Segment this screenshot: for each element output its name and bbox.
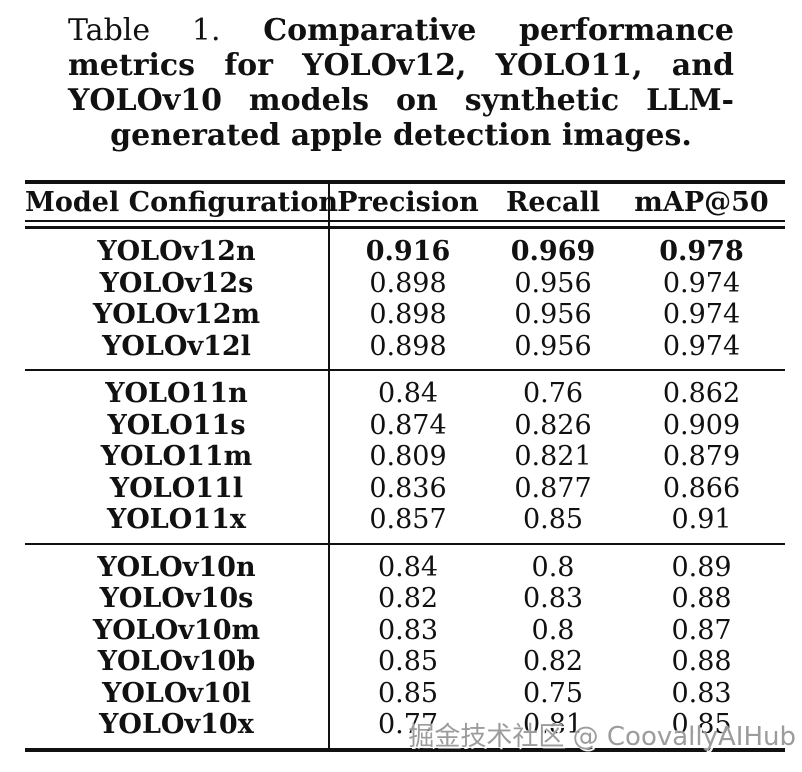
model-cell: YOLOv10s: [99, 583, 254, 615]
caption-line-2: metrics for YOLOv12, YOLO11, and: [68, 48, 734, 83]
recall-cell: 0.8: [531, 551, 575, 583]
table-section-yolo11: YOLO11n 0.84 0.76 0.862 YOLO11s 0.874 0.826 0.9…: [25, 371, 785, 543]
table-row: YOLOv10s 0.82 0.83 0.88: [25, 583, 785, 615]
caption-line-3: YOLOv10 models on synthetic LLM-: [68, 83, 734, 118]
model-cell: YOLO11n: [105, 378, 248, 410]
map50-cell: 0.85: [671, 709, 732, 741]
map50-cell: 0.974: [662, 330, 741, 362]
precision-cell: 0.916: [365, 236, 451, 268]
recall-cell: 0.956: [514, 267, 592, 299]
precision-cell: 0.84: [377, 551, 439, 583]
model-cell: YOLOv12m: [92, 299, 261, 331]
model-cell: YOLO11s: [107, 409, 246, 441]
table-row: YOLOv10n 0.84 0.8 0.89: [25, 552, 785, 584]
precision-cell: 0.85: [377, 646, 439, 678]
recall-cell: 0.956: [514, 330, 592, 362]
model-cell: YOLO11x: [107, 504, 246, 536]
table-section-yolov12: YOLOv12n 0.916 0.969 0.978 YOLOv12s 0.898 0.95…: [25, 229, 785, 369]
table-row: YOLOv10b 0.85 0.82 0.88: [25, 646, 785, 678]
precision-cell: 0.84: [377, 378, 439, 410]
recall-cell: 0.877: [514, 472, 592, 504]
recall-cell: 0.82: [522, 646, 584, 678]
map50-cell: 0.866: [662, 472, 741, 504]
model-cell: YOLOv12l: [102, 330, 251, 362]
model-cell: YOLOv10m: [92, 614, 261, 646]
recall-cell: 0.76: [522, 378, 584, 410]
table-row: YOLO11n 0.84 0.76 0.862: [25, 378, 785, 410]
recall-cell: 0.826: [514, 409, 592, 441]
recall-cell: 0.821: [514, 441, 592, 473]
model-cell: YOLOv10x: [99, 709, 254, 741]
table-row: YOLOv12n 0.916 0.969 0.978: [25, 236, 785, 268]
map50-cell: 0.974: [662, 267, 741, 299]
precision-cell: 0.898: [369, 267, 447, 299]
column-divider-line: [328, 184, 330, 748]
model-cell: YOLOv12s: [99, 267, 254, 299]
model-cell: YOLOv10n: [97, 551, 256, 583]
precision-cell: 0.898: [369, 330, 447, 362]
precision-cell: 0.77: [377, 709, 439, 741]
precision-cell: 0.85: [377, 677, 439, 709]
col-header-model-configuration: Model Configuration: [25, 186, 338, 218]
map50-cell: 0.88: [671, 646, 732, 678]
table-row: YOLOv12m 0.898 0.956 0.974: [25, 299, 785, 331]
precision-cell: 0.898: [369, 299, 447, 331]
map50-cell: 0.91: [671, 504, 732, 536]
precision-cell: 0.809: [369, 441, 447, 473]
map50-cell: 0.87: [671, 614, 732, 646]
map50-cell: 0.862: [662, 378, 741, 410]
precision-cell: 0.82: [377, 583, 439, 615]
table-body: YOLOv12n 0.916 0.969 0.978 YOLOv12s 0.898 0.95…: [25, 229, 785, 748]
precision-cell: 0.874: [369, 409, 447, 441]
table-row: YOLO11m 0.809 0.821 0.879: [25, 441, 785, 473]
recall-cell: 0.969: [510, 236, 596, 268]
model-cell: YOLO11m: [100, 441, 253, 473]
recall-cell: 0.956: [514, 299, 592, 331]
caption-table-label: Table 1.: [68, 13, 221, 48]
caption-line-1: Table 1. Comparative performance: [68, 13, 734, 48]
map50-cell: 0.879: [662, 441, 741, 473]
recall-cell: 0.8: [531, 614, 575, 646]
table-row: YOLOv10x 0.77 0.81 0.85: [25, 709, 785, 741]
map50-cell: 0.909: [662, 409, 741, 441]
table-row: YOLOv10l 0.85 0.75 0.83: [25, 678, 785, 710]
table-bottom-rule: [25, 747, 785, 752]
table-header-row: Model Configuration Precision Recall mAP…: [25, 184, 785, 220]
table-row: YOLOv10m 0.83 0.8 0.87: [25, 615, 785, 647]
recall-cell: 0.81: [522, 709, 584, 741]
precision-cell: 0.857: [369, 504, 447, 536]
model-cell: YOLOv10b: [97, 646, 256, 678]
map50-cell: 0.974: [662, 299, 741, 331]
map50-cell: 0.89: [671, 551, 732, 583]
model-cell: YOLOv10l: [102, 677, 251, 709]
table-top-rule: [25, 180, 785, 184]
map50-cell: 0.88: [671, 583, 732, 615]
col-header-recall: Recall: [505, 186, 601, 218]
table-row: YOLO11s 0.874 0.826 0.909: [25, 410, 785, 442]
table-caption: Table 1. Comparative performance metrics…: [68, 13, 734, 153]
table-section-yolov10: YOLOv10n 0.84 0.8 0.89 YOLOv10s 0.82 0.83 0.88 Y…: [25, 545, 785, 748]
table-row: YOLO11l 0.836 0.877 0.866: [25, 473, 785, 505]
map50-cell: 0.978: [659, 236, 744, 268]
precision-cell: 0.836: [369, 472, 447, 504]
precision-cell: 0.83: [377, 614, 439, 646]
caption-line-4: generated apple detection images.: [110, 118, 692, 153]
map50-cell: 0.83: [671, 677, 732, 709]
recall-cell: 0.75: [522, 677, 584, 709]
col-header-precision: Precision: [337, 186, 479, 218]
recall-cell: 0.85: [522, 504, 584, 536]
section-divider-rule: [25, 542, 785, 545]
results-table: Model Configuration Precision Recall mAP…: [25, 180, 785, 752]
model-cell: YOLOv12n: [97, 236, 256, 268]
table-row: YOLOv12s 0.898 0.956 0.974: [25, 268, 785, 300]
watermark: 掘金技术社区 @ CoovallyAIHub: [408, 722, 796, 752]
table-row: YOLOv12l 0.898 0.956 0.974: [25, 331, 785, 363]
header-bottom-rule: [25, 220, 785, 229]
model-cell: YOLO11l: [109, 472, 244, 504]
caption-line-1-text: Comparative performance: [263, 13, 734, 48]
recall-cell: 0.83: [522, 583, 584, 615]
section-divider-rule: [25, 369, 785, 371]
table-row: YOLO11x 0.857 0.85 0.91: [25, 504, 785, 536]
col-header-map50: mAP@50: [634, 186, 769, 218]
